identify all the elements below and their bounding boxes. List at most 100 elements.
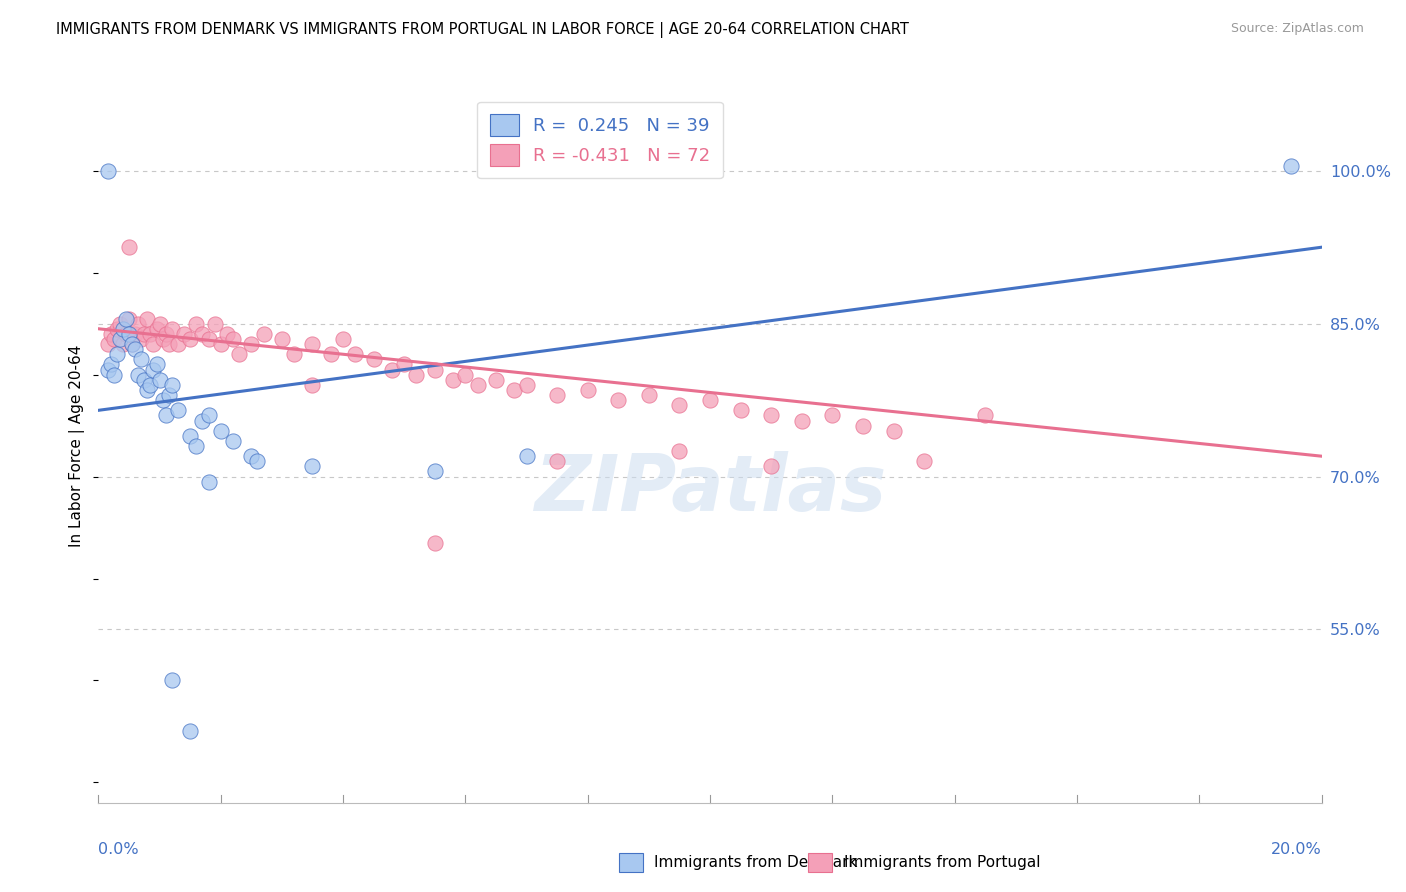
Point (127, 317, 149, 331)
Point (423, 536, 446, 550)
Point (118, 311, 141, 326)
Point (283, 347, 305, 361)
Point (160, 673, 183, 688)
Point (105, 347, 128, 361)
Point (790, 413, 813, 427)
Point (392, 358, 416, 372)
Point (301, 377, 323, 392)
Point (115, 311, 138, 326)
Point (1279, 159, 1302, 173)
Point (97, 337, 120, 351)
Point (332, 332, 354, 346)
Point (883, 424, 905, 438)
Point (108, 317, 131, 331)
Point (145, 358, 167, 372)
Text: Source: ZipAtlas.com: Source: ZipAtlas.com (1230, 22, 1364, 36)
Point (136, 383, 159, 397)
Point (546, 388, 568, 402)
Point (111, 337, 134, 351)
Point (160, 322, 183, 336)
Point (852, 418, 875, 433)
Point (730, 403, 752, 417)
Legend: R =  0.245   N = 39, R = -0.431   N = 72: R = 0.245 N = 39, R = -0.431 N = 72 (477, 102, 723, 178)
Point (222, 332, 245, 346)
Point (97, 163, 120, 178)
Text: Immigrants from Portugal: Immigrants from Portugal (844, 855, 1040, 870)
Point (503, 383, 526, 397)
Point (467, 377, 489, 392)
Bar (619, 853, 643, 872)
Point (115, 326, 138, 341)
Point (179, 332, 201, 346)
Point (186, 317, 208, 331)
Point (152, 393, 174, 408)
Point (167, 337, 190, 351)
Point (228, 347, 250, 361)
Point (441, 373, 464, 387)
Point (912, 454, 935, 468)
Point (157, 337, 180, 351)
Point (761, 409, 783, 423)
Point (668, 444, 690, 458)
Text: 0.0%: 0.0% (98, 842, 139, 857)
Point (191, 413, 214, 427)
Point (111, 322, 134, 336)
Bar (808, 853, 832, 872)
Point (222, 434, 245, 448)
Point (160, 377, 183, 392)
Point (516, 377, 538, 392)
Point (576, 383, 599, 397)
Point (118, 240, 141, 254)
Point (152, 332, 174, 346)
Point (155, 409, 177, 423)
Point (100, 358, 122, 372)
Point (423, 362, 446, 376)
Point (209, 337, 232, 351)
Point (124, 342, 146, 356)
Point (145, 322, 167, 336)
Point (134, 326, 156, 341)
Point (215, 326, 238, 341)
Point (209, 424, 232, 438)
Point (139, 326, 162, 341)
Point (186, 439, 208, 453)
Point (405, 368, 427, 382)
Point (118, 326, 141, 341)
Point (821, 409, 844, 423)
Point (157, 388, 180, 402)
Point (240, 449, 263, 463)
Point (167, 403, 190, 417)
Point (103, 368, 125, 382)
Point (103, 332, 125, 346)
Point (149, 373, 172, 387)
Point (485, 373, 508, 387)
Text: 20.0%: 20.0% (1271, 842, 1322, 857)
Point (179, 724, 201, 739)
Point (699, 393, 721, 408)
Point (638, 388, 661, 402)
Point (121, 337, 143, 351)
Point (668, 398, 690, 412)
Point (121, 337, 143, 351)
Point (191, 326, 214, 341)
Point (974, 409, 997, 423)
Point (301, 459, 323, 474)
Point (381, 362, 404, 376)
Point (204, 317, 226, 331)
Point (270, 332, 294, 346)
Point (129, 332, 152, 346)
Point (134, 373, 156, 387)
Point (363, 352, 385, 367)
Point (100, 326, 122, 341)
Point (142, 337, 165, 351)
Point (139, 377, 162, 392)
Point (761, 459, 783, 474)
Point (197, 475, 219, 489)
Point (155, 326, 177, 341)
Point (344, 347, 367, 361)
Text: Immigrants from Denmark: Immigrants from Denmark (654, 855, 858, 870)
Text: IMMIGRANTS FROM DENMARK VS IMMIGRANTS FROM PORTUGAL IN LABOR FORCE | AGE 20-64 C: IMMIGRANTS FROM DENMARK VS IMMIGRANTS FR… (56, 22, 910, 38)
Point (149, 317, 172, 331)
Point (179, 429, 201, 443)
Point (108, 332, 131, 346)
